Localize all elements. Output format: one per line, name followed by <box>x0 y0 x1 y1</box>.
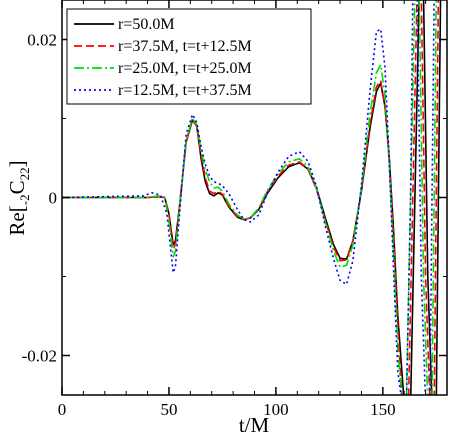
y-tick-label: -0.02 <box>22 347 57 366</box>
legend-label-1: r=50.0M <box>118 16 175 33</box>
y-axis-title: Re[-2C22] <box>5 160 32 235</box>
tick-layer: 0 50 100 150 -0.02 0 0.02 <box>22 0 447 419</box>
legend-label-4: r=12.5M, t=t+37.5M <box>118 82 252 99</box>
x-tick-label: 150 <box>370 400 396 419</box>
legend-label-2: r=37.5M, t=t+12.5M <box>118 38 252 55</box>
y-tick-label: 0.02 <box>27 31 57 50</box>
y-tick-label: 0 <box>49 189 58 208</box>
series-layer <box>62 0 442 395</box>
series-line-4 <box>62 0 435 395</box>
legend: r=50.0M r=37.5M, t=t+12.5M r=25.0M, t=t+25… <box>66 8 312 105</box>
x-tick-label: 100 <box>263 400 289 419</box>
x-tick-label: 0 <box>58 400 67 419</box>
series-line-2 <box>62 0 440 395</box>
legend-label-3: r=25.0M, t=t+25.0M <box>118 60 252 77</box>
x-axis-title: t/M <box>239 413 270 437</box>
x-tick-label: 50 <box>160 400 177 419</box>
